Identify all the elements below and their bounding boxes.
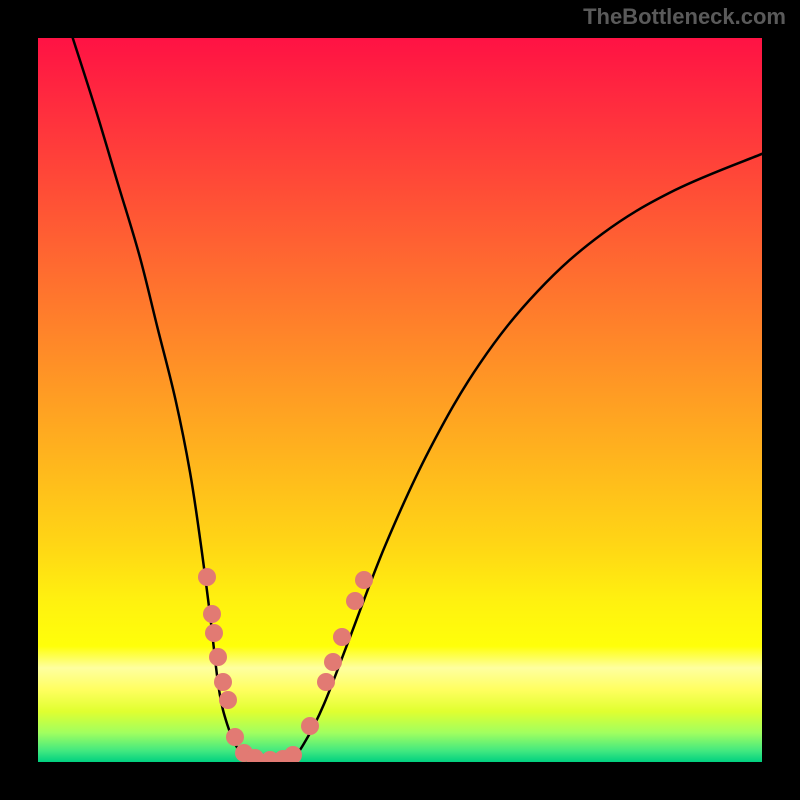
- data-marker: [346, 592, 364, 610]
- data-marker: [219, 691, 237, 709]
- data-marker: [198, 568, 216, 586]
- data-marker: [317, 673, 335, 691]
- data-marker: [301, 717, 319, 735]
- bottleneck-curve: [38, 38, 762, 762]
- plot-area: [38, 38, 762, 762]
- data-marker: [324, 653, 342, 671]
- data-marker: [209, 648, 227, 666]
- data-marker: [333, 628, 351, 646]
- data-marker: [226, 728, 244, 746]
- data-marker: [214, 673, 232, 691]
- data-marker: [284, 746, 302, 762]
- watermark-text: TheBottleneck.com: [583, 4, 786, 30]
- data-marker: [355, 571, 373, 589]
- data-marker: [203, 605, 221, 623]
- data-marker: [205, 624, 223, 642]
